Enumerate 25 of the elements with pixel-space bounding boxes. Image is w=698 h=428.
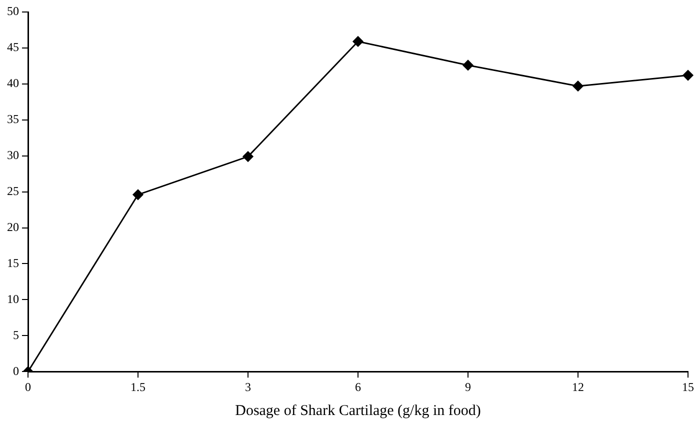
point [242,151,254,162]
y-tick-label: 10 [7,292,19,306]
y-tick-label: 25 [7,184,19,198]
x-tick-label: 15 [682,380,694,394]
y-tick-label: 5 [13,328,19,342]
y-tick-label: 40 [7,76,19,90]
y-tick-label: 35 [7,112,19,126]
point [352,36,364,47]
point [682,70,694,81]
point [462,60,474,70]
x-tick-label: 3 [245,380,251,394]
x-tick-label: 6 [355,380,361,394]
x-tick-label: 12 [572,380,584,394]
x-tick-label: 0 [25,380,31,394]
y-tick-label: 0 [13,364,19,378]
y-tick-label: 50 [7,4,19,18]
point [132,189,144,200]
x-axis-title: Dosage of Shark Cartilage (g/kg in food) [235,402,481,419]
y-tick-label: 30 [7,148,19,162]
x-tick-label: 1.5 [130,380,146,394]
y-tick-label: 45 [7,40,19,54]
y-tick-label: 20 [7,220,19,234]
y-tick-label: 15 [7,256,19,270]
x-tick-label: 9 [465,380,471,394]
point [572,80,584,92]
